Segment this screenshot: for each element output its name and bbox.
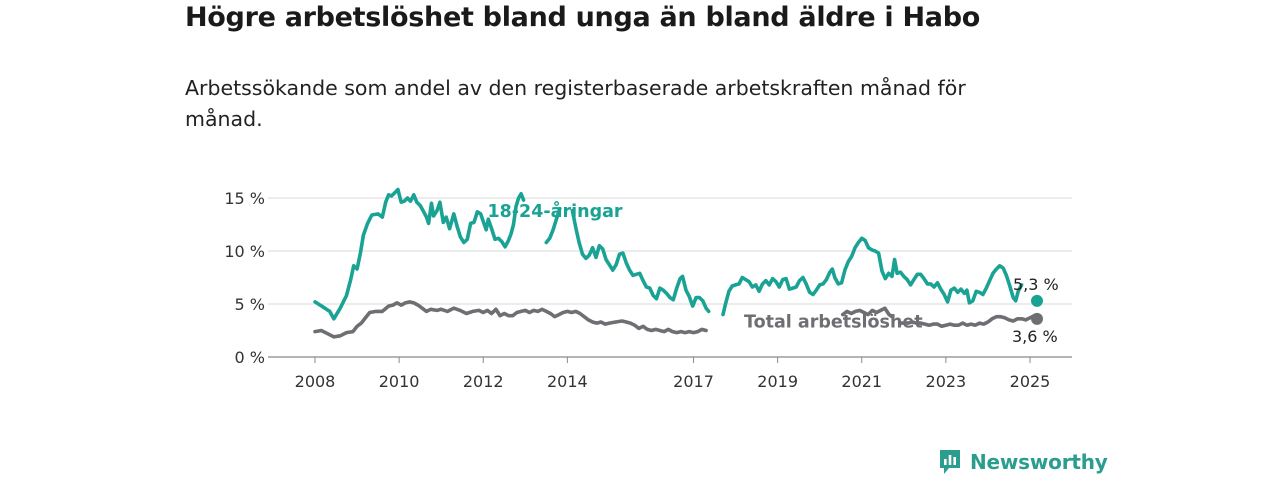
y-tick-label: 10 % — [224, 242, 265, 261]
end-value-label-18-24-åringar: 5,3 % — [1013, 275, 1059, 294]
x-tick-label: 2008 — [295, 372, 336, 391]
series-line-18-24-åringar — [570, 208, 711, 314]
chart-title: Högre arbetslöshet bland unga än bland ä… — [185, 2, 980, 33]
y-tick-label: 15 % — [224, 189, 265, 208]
series-line-18-24-åringar — [313, 187, 526, 321]
brand-name: Newsworthy — [970, 450, 1108, 474]
y-tick-label: 0 % — [235, 348, 265, 367]
x-tick-label: 2021 — [841, 372, 882, 391]
end-value-label-total-arbetslöshet: 3,6 % — [1012, 327, 1058, 346]
end-point-18-24-åringar — [1031, 294, 1043, 307]
chart-subtitle: Arbetssökande som andel av den registerb… — [185, 76, 966, 131]
x-tick-label: 2025 — [1010, 372, 1051, 391]
newsworthy-logo: Newsworthy — [938, 448, 1108, 476]
y-gridlines — [268, 197, 1072, 358]
line-chart: 0 %5 %10 %15 % 2008 2010 2012 2014 2017 2019 2… — [224, 187, 1072, 391]
series-line-total-arbetslöshet — [897, 313, 1036, 329]
x-tick-label: 2010 — [379, 372, 420, 391]
x-axis: 2008 2010 2012 2014 2017 2019 2021 2023 2025 — [295, 357, 1051, 391]
series-line-total-arbetslöshet — [313, 300, 708, 339]
series-lines — [313, 187, 1036, 339]
x-tick-label: 2012 — [463, 372, 504, 391]
series-line-18-24-åringar — [721, 236, 1024, 317]
x-tick-label: 2017 — [673, 372, 714, 391]
series-line-18-24-åringar — [544, 206, 562, 245]
x-tick-label: 2014 — [547, 372, 588, 391]
y-tick-label: 5 % — [235, 295, 265, 314]
end-point-total-arbetslöshet — [1031, 312, 1043, 325]
x-tick-label: 2023 — [926, 372, 967, 391]
y-axis-tick-labels: 0 % 5 % 10 % 15 % — [224, 189, 265, 367]
series-labels: 18-24-åringar 5,3 % Total arbetslöshet 3,6 … — [487, 200, 1058, 346]
series-label-total-arbetslöshet: Total arbetslöshet — [744, 312, 923, 332]
series-label-18-24-åringar: 18-24-åringar — [487, 200, 622, 222]
newsworthy-chart-bubble-icon — [940, 450, 960, 474]
series-line-total-arbetslöshet — [841, 306, 894, 319]
x-tick-label: 2019 — [757, 372, 798, 391]
